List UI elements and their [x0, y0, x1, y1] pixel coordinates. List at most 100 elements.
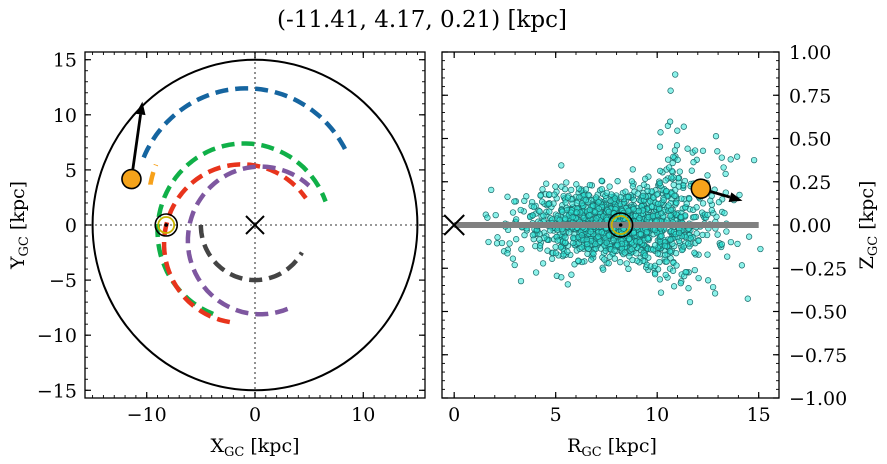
scatter-point — [673, 262, 680, 269]
scatter-point — [576, 194, 583, 201]
scatter-point — [718, 154, 725, 161]
scatter-point — [722, 170, 729, 178]
scatter-point — [578, 244, 585, 251]
scatter-point — [529, 231, 537, 239]
scatter-point — [721, 209, 728, 217]
right-y-tick-label: 0.00 — [789, 215, 831, 237]
scatter-point — [677, 213, 685, 221]
right-y-tick-label: 1.00 — [789, 42, 831, 64]
scatter-point — [655, 200, 662, 208]
scatter-point — [733, 153, 741, 160]
scatter-point — [670, 283, 678, 290]
scatter-point — [628, 178, 636, 185]
scatter-point — [488, 186, 495, 194]
scatter-point — [670, 181, 677, 189]
sun-outer-ring — [154, 213, 179, 237]
scatter-point — [603, 239, 610, 246]
scatter-point — [684, 145, 691, 152]
scatter-point — [704, 172, 711, 179]
scatter-point — [643, 228, 650, 236]
right-y-tick-label: −1.00 — [789, 388, 847, 410]
scatter-point — [661, 242, 669, 250]
left-x-tick-label: −10 — [127, 404, 167, 426]
spiral-arm-5 — [198, 225, 304, 283]
scatter-point — [699, 231, 706, 239]
scatter-point — [564, 281, 571, 288]
scatter-point — [537, 192, 544, 199]
scatter-point — [665, 164, 673, 171]
right-plot-area — [443, 71, 764, 306]
right-y-tick-label: −0.75 — [789, 345, 847, 367]
scatter-point — [582, 186, 590, 193]
scatter-point — [578, 200, 586, 207]
galactic-center-marker — [245, 215, 265, 235]
scatter-point — [714, 231, 721, 238]
scatter-point — [611, 195, 619, 202]
scatter-point — [601, 256, 608, 263]
scatter-point — [498, 239, 506, 247]
scatter-point — [511, 261, 518, 269]
scatter-point — [592, 208, 599, 216]
left-y-tick-label: 0 — [65, 215, 77, 237]
scatter-point — [672, 71, 679, 78]
scatter-point — [686, 195, 693, 202]
right-x-tick-label: 15 — [747, 404, 771, 426]
scatter-point — [653, 191, 661, 198]
scatter-point — [584, 240, 591, 248]
scatter-point — [736, 191, 743, 199]
scatter-point — [568, 271, 575, 278]
scatter-point — [656, 276, 664, 283]
scatter-point — [718, 241, 726, 248]
scatter-point — [547, 227, 554, 234]
scatter-point — [546, 208, 553, 215]
scatter-point — [629, 183, 637, 190]
scatter-point — [715, 199, 723, 206]
scatter-point — [699, 147, 707, 154]
scatter-point — [651, 262, 659, 269]
scatter-point — [605, 260, 612, 267]
scatter-point — [598, 177, 605, 184]
velocity-arrow-shaft — [130, 114, 142, 180]
scatter-point — [603, 189, 610, 196]
scatter-point — [629, 256, 636, 264]
scatter-point — [610, 237, 617, 244]
scatter-point — [665, 202, 672, 209]
velocity-arrow-head — [135, 101, 146, 116]
scatter-point — [543, 180, 550, 187]
scatter-point — [552, 250, 560, 257]
scatter-point — [564, 248, 571, 255]
scatter-point — [651, 271, 659, 278]
scatter-point — [658, 232, 665, 240]
scatter-point — [511, 198, 518, 205]
scatter-point — [714, 148, 721, 155]
scatter-point — [639, 192, 647, 200]
sun-dot — [164, 223, 169, 227]
scatter-point — [562, 215, 569, 222]
scatter-point — [657, 129, 664, 136]
scatter-point — [656, 179, 664, 187]
scatter-point — [704, 251, 711, 258]
scatter-point — [517, 277, 525, 285]
scatter-point — [536, 208, 543, 215]
left-xlabel: XGC [kpc] — [210, 435, 299, 460]
scatter-point — [559, 208, 566, 215]
scatter-point — [617, 193, 625, 201]
scatter-point — [674, 127, 681, 134]
scatter-point — [598, 185, 605, 193]
scatter-point — [552, 243, 559, 251]
scatter-point — [667, 87, 674, 94]
scatter-point — [494, 234, 501, 241]
scatter-point — [590, 250, 597, 257]
scatter-point — [695, 237, 702, 245]
scatter-point — [532, 269, 540, 276]
scatter-point — [727, 238, 735, 246]
scatter-point — [678, 195, 685, 202]
scatter-point — [642, 175, 649, 182]
scatter-point — [593, 215, 600, 222]
left-y-tick-label: −15 — [37, 380, 77, 402]
scatter-point — [663, 187, 670, 195]
scatter-point — [573, 199, 580, 207]
scatter-point — [504, 250, 511, 257]
scatter-point — [578, 232, 585, 239]
scatter-point — [586, 206, 594, 214]
